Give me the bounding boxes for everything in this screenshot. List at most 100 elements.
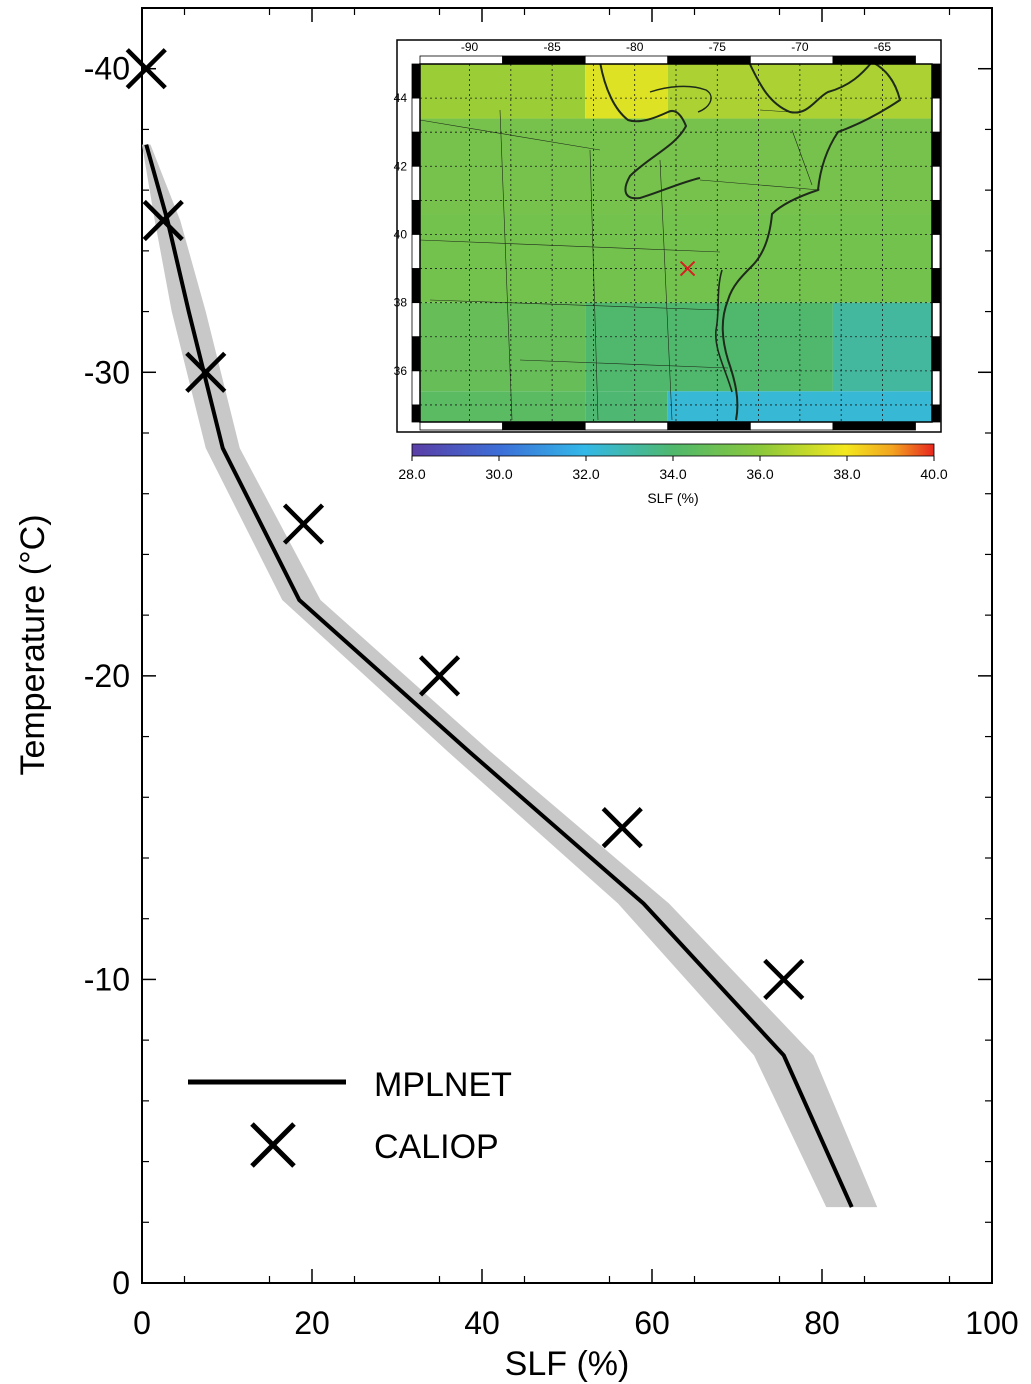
inset-lon-label: -70 <box>791 40 809 54</box>
colorbar-tick-label: 34.0 <box>659 466 686 482</box>
y-tick-label: -40 <box>84 51 130 87</box>
inset-geography <box>419 59 902 421</box>
x-tick-label: 100 <box>965 1305 1018 1341</box>
inset-heatmap-cell <box>420 64 586 119</box>
colorbar-tick-label: 28.0 <box>398 466 425 482</box>
inset-border-bar-top <box>502 55 586 65</box>
inset-heatmap-cell <box>585 64 668 119</box>
colorbar-tick-label: 32.0 <box>572 466 599 482</box>
inset-border-bar-top <box>584 55 669 65</box>
inset-border-bar-top <box>667 55 751 65</box>
inset-border-bar-right <box>931 131 941 167</box>
axis-ticks: 0 20 40 60 80 100 0 -10 -20 -30 -40 <box>84 8 1019 1341</box>
inset-lake-shoreline <box>649 85 712 113</box>
inset-border-bar-left <box>411 165 421 201</box>
inset-border-bar-left <box>411 404 421 423</box>
inset-border-bar-right <box>931 404 941 423</box>
inset-lon-label: -80 <box>626 40 644 54</box>
mplnet-uncertainty-band <box>142 144 878 1208</box>
caliop-marker-stroke <box>142 199 184 242</box>
inset-colorbar-title: SLF (%) <box>647 490 698 506</box>
colorbar-tick-label: 40.0 <box>920 466 947 482</box>
inset-border-bar-left <box>411 336 421 372</box>
colorbar-tick-label: 38.0 <box>833 466 860 482</box>
plot-frame <box>141 7 993 1284</box>
x-tick-label: 60 <box>634 1305 670 1341</box>
inset-lat-label: 44 <box>394 91 408 105</box>
inset-border-bar-left <box>411 234 421 269</box>
inset-heatmap-cell <box>832 302 932 392</box>
inset-border-bar-bottom <box>749 421 834 431</box>
inset-border-bar-bottom <box>667 421 751 431</box>
inset-heatmap-cell <box>585 391 668 422</box>
inset-east-coast <box>721 59 902 421</box>
inset-heatmap-cell <box>667 391 932 422</box>
caliop-marker <box>601 807 643 849</box>
caliop-marker <box>185 351 227 393</box>
mplnet-uncertainty-band-layer <box>142 144 878 1208</box>
caliop-marker <box>763 958 805 1001</box>
inset-heatmap-cell <box>585 302 833 392</box>
inset-site-marker <box>679 260 696 277</box>
inset-border-bar-right <box>931 97 941 133</box>
y-tick-label: -30 <box>84 354 130 390</box>
caliop-marker <box>282 503 325 545</box>
inset-lon-label: -65 <box>874 40 892 54</box>
inset-heatmap-cell <box>420 214 932 303</box>
caliop-marker <box>142 199 184 242</box>
colorbar-tick-label: 36.0 <box>746 466 773 482</box>
inset-border-bar-left <box>411 63 421 99</box>
inset-colorbar-ticks: 28.0 30.0 32.0 34.0 36.0 38.0 40.0 <box>398 456 948 482</box>
inset-border-bar-top <box>749 55 834 65</box>
inset-border-bar-right <box>931 336 941 372</box>
inset-border-bar-top <box>832 55 916 65</box>
inset-border-bar-left <box>411 131 421 167</box>
inset-border-bar-right <box>931 165 941 201</box>
inset-chesapeake <box>715 269 733 393</box>
inset-border-bar-bottom <box>419 421 503 431</box>
x-tick-label: 80 <box>804 1305 840 1341</box>
inset-lat-label: 42 <box>394 159 408 173</box>
mplnet-line <box>144 144 854 1208</box>
inset-map-frame <box>419 63 933 423</box>
caliop-marker-stroke <box>185 351 227 393</box>
y-tick-label: -10 <box>84 961 130 997</box>
caliop-marker-stroke <box>418 655 461 697</box>
inset-border-bar-left <box>411 97 421 133</box>
y-tick-label: 0 <box>112 1265 130 1301</box>
inset-border-bars <box>411 55 941 431</box>
mplnet-line-layer <box>144 144 854 1208</box>
inset-border-bar-left <box>411 370 421 406</box>
inset-border-bar-left <box>411 302 421 338</box>
legend-label-mplnet: MPLNET <box>374 1066 512 1104</box>
legend: MPLNET CALIOP <box>188 1066 512 1168</box>
inset-border-bar-bottom <box>584 421 669 431</box>
inset-lat-label: 36 <box>394 364 408 378</box>
x-tick-label: 20 <box>294 1305 330 1341</box>
caliop-marker <box>418 655 461 697</box>
y-tick-label: -20 <box>84 658 130 694</box>
inset-state-lines <box>419 109 821 421</box>
inset-border-bar-right <box>931 63 941 99</box>
inset-border-bar-right <box>931 234 941 269</box>
legend-label-caliop: CALIOP <box>374 1128 499 1166</box>
site-marker-stroke <box>679 260 696 277</box>
inset-heatmap-cell <box>420 302 586 392</box>
y-axis-title: Temperature (°C) <box>14 514 52 775</box>
inset-lon-label: -90 <box>461 40 479 54</box>
inset-map: -90 -85 -80 -75 -70 -65 44 42 40 38 36 28.0 30.0 32.… <box>394 39 948 506</box>
inset-lat-label: 38 <box>394 296 408 310</box>
inset-border-bar-bottom <box>832 421 916 431</box>
inset-border-bar-left <box>411 199 421 235</box>
inset-great-lakes-border <box>599 61 701 200</box>
inset-colorbar <box>411 443 935 457</box>
inset-border-bar-left <box>411 268 421 304</box>
caliop-marker-stroke <box>763 958 805 1001</box>
inset-lat-label: 40 <box>394 227 408 241</box>
inset-lon-label: -85 <box>543 40 561 54</box>
inset-lon-label: -75 <box>709 40 727 54</box>
inset-border-bar-right <box>931 302 941 338</box>
inset-border-bar-right <box>931 370 941 406</box>
x-tick-label: 0 <box>133 1305 151 1341</box>
